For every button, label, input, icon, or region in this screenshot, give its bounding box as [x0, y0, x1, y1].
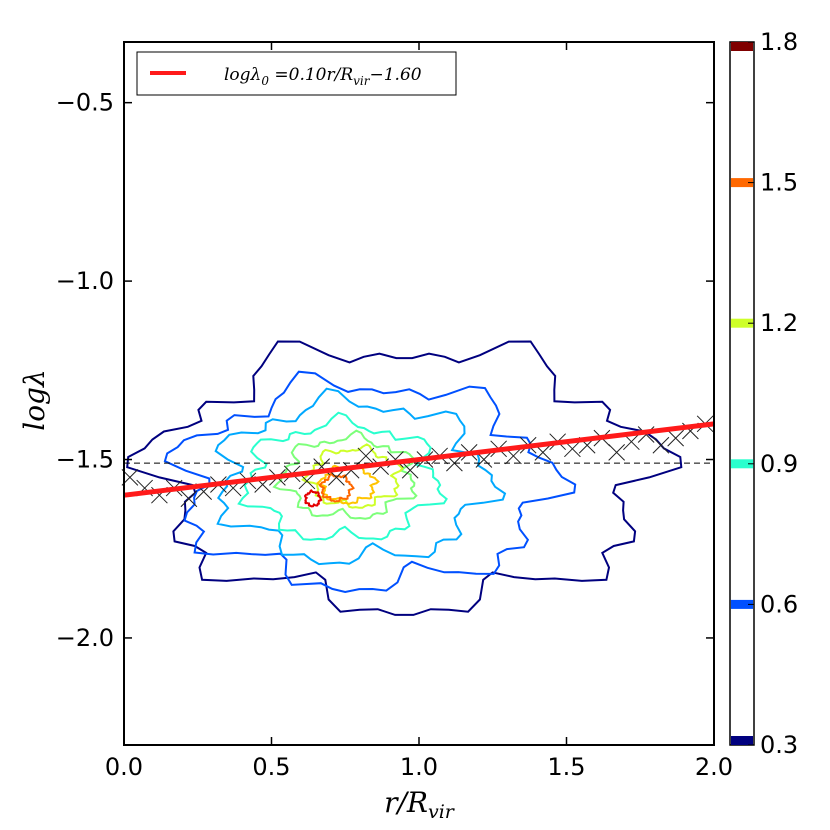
colorbar: 0.3 0.6 0.9 1.2 1.5 1.8 — [729, 28, 798, 759]
y-axis-label: logλ — [18, 369, 51, 430]
y-tick-label: −2.0 — [56, 624, 114, 652]
contour-level-0_3 — [126, 340, 683, 616]
colorbar-tick-label: 0.3 — [760, 731, 798, 759]
legend-label: logλ0 =0.10r/Rvir−1.60 — [224, 65, 422, 88]
contour-level-1_5 — [318, 472, 355, 503]
colorbar-tick-label: 1.8 — [760, 28, 798, 56]
median-marker — [667, 429, 685, 447]
colorbar-swatch — [731, 736, 753, 745]
x-tick-label: 1.0 — [400, 753, 438, 781]
colorbar-swatch — [731, 599, 753, 609]
x-tick-label: 1.5 — [547, 753, 585, 781]
colorbar-swatch — [731, 178, 753, 188]
legend-frame — [136, 51, 457, 96]
median-marker — [401, 461, 419, 479]
colorbar-tick-label: 0.6 — [760, 590, 798, 618]
fit-line — [123, 421, 715, 498]
legend: logλ0 =0.10r/Rvir−1.60 — [136, 51, 457, 96]
colorbar-swatch — [731, 42, 753, 51]
colorbar-swatch — [731, 318, 753, 328]
contour-level-1_2 — [301, 443, 404, 509]
x-tick-label: 0.0 — [105, 753, 143, 781]
y-axis: −0.5 −1.0 −1.5 −2.0 — [56, 89, 714, 652]
x-axis: 0.0 0.5 1.0 1.5 2.0 — [105, 42, 733, 781]
colorbar-tick-label: 0.9 — [760, 450, 798, 478]
colorbar-tick-label: 1.5 — [760, 169, 798, 197]
x-tick-label: 0.5 — [252, 753, 290, 781]
y-tick-label: −1.5 — [56, 446, 114, 474]
colorbar-swatch — [731, 459, 753, 469]
colorbar-tick-label: 1.2 — [760, 309, 798, 337]
line-layer — [123, 421, 715, 498]
y-tick-label: −1.0 — [56, 267, 114, 295]
contour-level-1_65 — [303, 489, 323, 508]
median-marker — [652, 436, 670, 454]
colorbar-frame — [729, 41, 755, 746]
y-tick-label: −0.5 — [56, 89, 114, 117]
median-marker — [608, 444, 626, 461]
x-tick-label: 2.0 — [695, 753, 733, 781]
median-marker — [357, 447, 375, 465]
x-axis-label: r/Rvir — [384, 786, 456, 823]
median-marker — [180, 490, 198, 508]
